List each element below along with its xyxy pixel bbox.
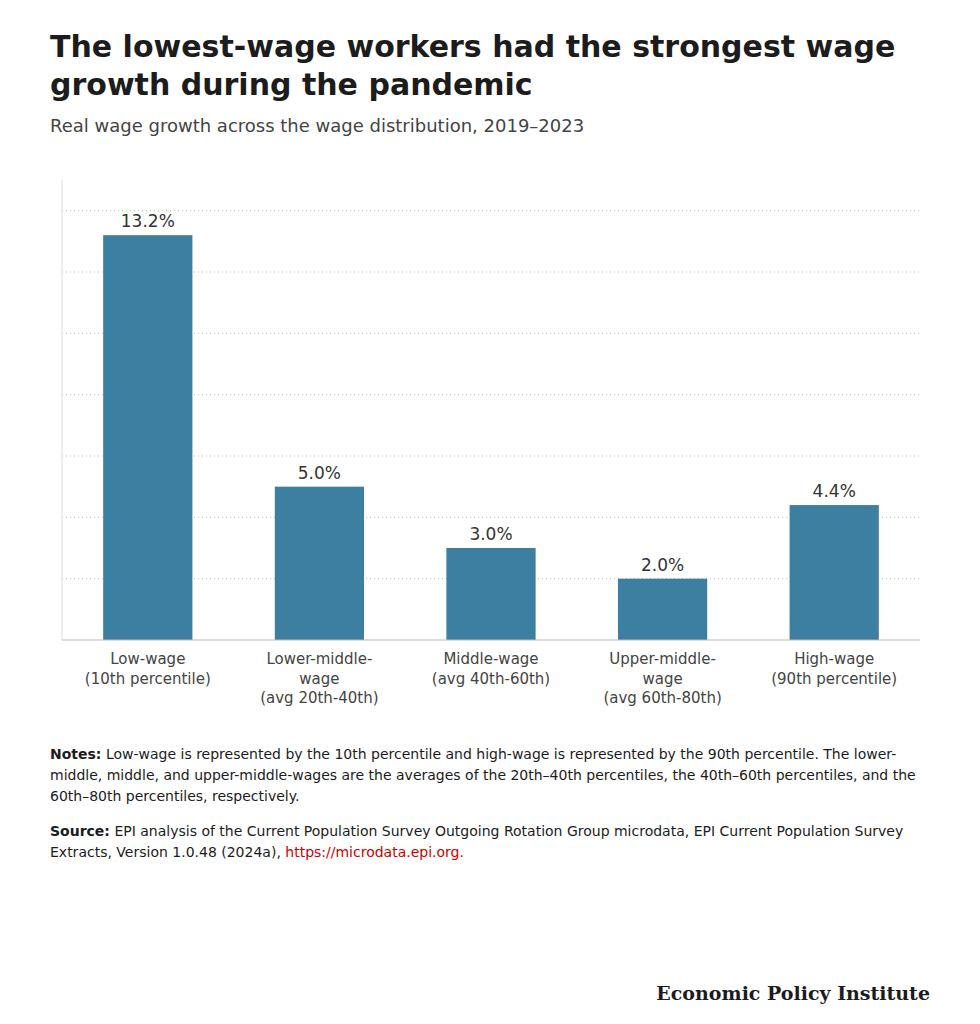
chart: 13.2% 5.0% 3.0% 2.0% 4.4% Low-wage(10th perce… <box>50 150 930 730</box>
bar <box>790 505 879 640</box>
bar <box>103 235 192 640</box>
x-axis-line <box>62 640 920 641</box>
bars <box>103 235 879 640</box>
x-tick-label: Low-wage(10th percentile) <box>85 650 211 688</box>
bar <box>275 487 364 640</box>
source-link: https://microdata.epi.org. <box>285 844 464 860</box>
x-tick-label: Middle-wage(avg 40th-60th) <box>432 650 550 688</box>
notes: Notes: Low-wage is represented by the 10… <box>50 744 930 807</box>
title: The lowest-wage workers had the stronges… <box>50 28 930 103</box>
data-label: 13.2% <box>121 211 175 231</box>
bar <box>618 579 707 640</box>
credit: Economic Policy Institute <box>656 982 930 1004</box>
data-label: 4.4% <box>813 481 856 501</box>
source-label: Source: <box>50 823 110 839</box>
data-label: 2.0% <box>641 555 684 575</box>
data-label: 3.0% <box>469 524 512 544</box>
subtitle: Real wage growth across the wage distrib… <box>50 115 930 136</box>
notes-label: Notes: <box>50 746 101 762</box>
page: The lowest-wage workers had the stronges… <box>0 0 980 863</box>
y-axis-line <box>62 180 63 640</box>
data-label: 5.0% <box>298 463 341 483</box>
notes-text: Low-wage is represented by the 10th perc… <box>50 746 916 804</box>
source-text: EPI analysis of the Current Population S… <box>50 823 903 860</box>
bar <box>446 548 535 640</box>
grid-line <box>62 210 920 211</box>
x-tick-label: Upper-middle-wage(avg 60th-80th) <box>603 650 721 707</box>
source: Source: EPI analysis of the Current Popu… <box>50 821 930 863</box>
x-tick-label: Lower-middle-wage(avg 20th-40th) <box>260 650 378 707</box>
x-tick-label: High-wage(90th percentile) <box>771 650 897 688</box>
